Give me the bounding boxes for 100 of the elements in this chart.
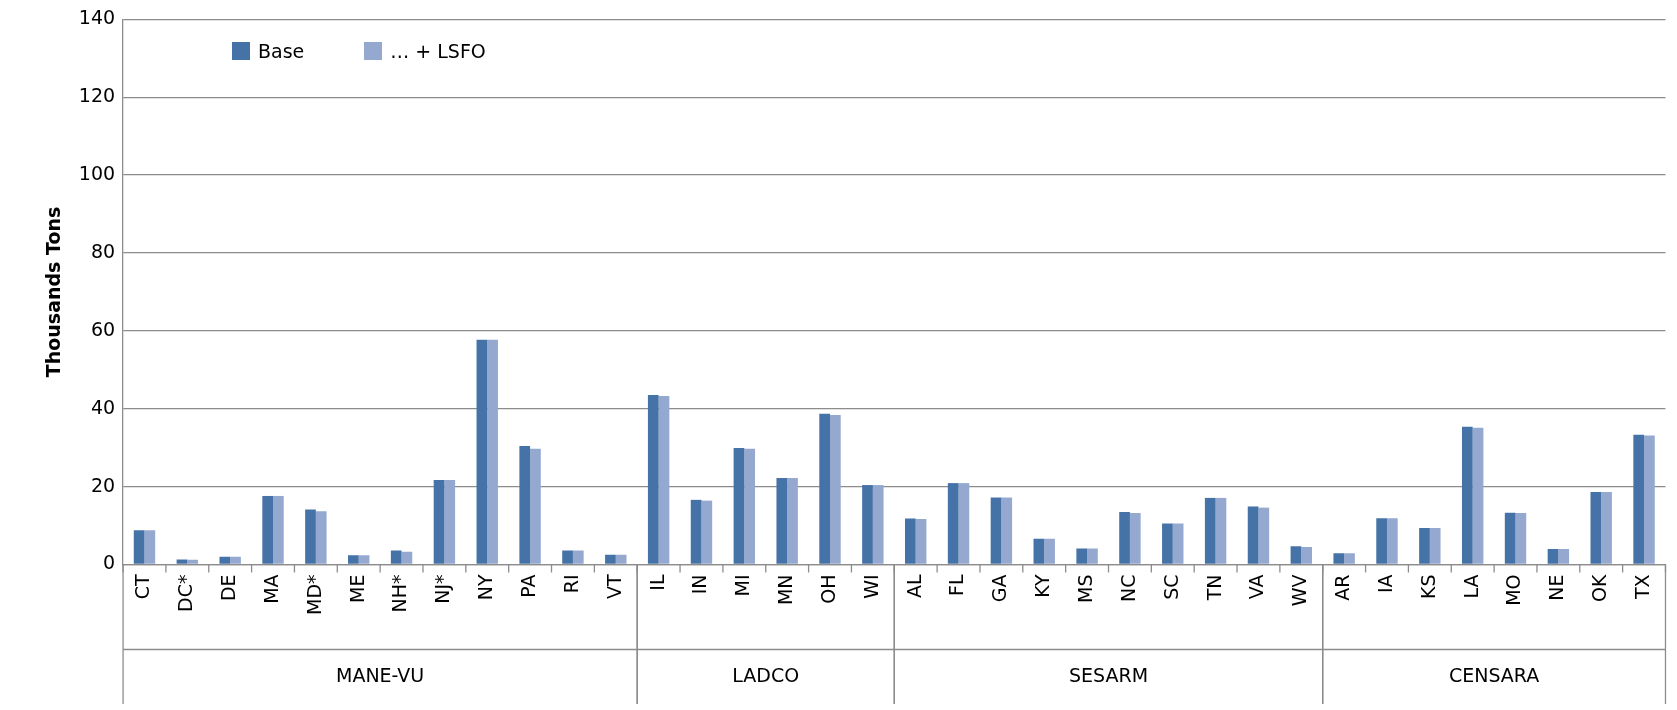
bar [1504, 512, 1516, 564]
bar [1119, 511, 1130, 564]
bar [1087, 548, 1098, 564]
bar [519, 446, 531, 564]
bar [1461, 426, 1473, 564]
bar [315, 511, 327, 564]
bar [433, 479, 445, 564]
x-tick-label: VT [602, 574, 625, 600]
x-tick-label: AR [1331, 574, 1354, 601]
bar [230, 556, 241, 564]
x-tick-label: MN [774, 574, 797, 606]
bar [1044, 538, 1055, 564]
x-tick-label: CT [131, 574, 154, 600]
y-tick-label: 140 [78, 6, 116, 29]
bar [390, 550, 402, 564]
bar [358, 555, 370, 564]
y-tick-label: 0 [102, 551, 116, 574]
bar [144, 530, 156, 564]
text: CENSARA [1448, 663, 1540, 686]
bar [733, 448, 745, 564]
bar [701, 500, 713, 564]
bar [872, 485, 884, 564]
bar [305, 509, 316, 564]
bar [1515, 513, 1527, 564]
x-tick-label: TN [1202, 574, 1225, 602]
x-tick-label: DC* [174, 574, 197, 612]
y-tick-label: 20 [90, 473, 116, 496]
bar [862, 485, 873, 564]
bar [1247, 506, 1259, 564]
bar [1590, 492, 1602, 564]
bar [787, 478, 798, 564]
bar [348, 555, 359, 564]
bar [605, 554, 616, 564]
bar [1290, 546, 1302, 564]
x-tick-label: KY [1031, 574, 1054, 598]
bar [615, 554, 627, 564]
x-tick-label: WV [1288, 574, 1311, 607]
bar [401, 551, 413, 564]
text: LADCO [732, 663, 800, 686]
bar [1419, 527, 1430, 564]
legend-label: Base [258, 40, 305, 62]
x-tick-label: MI [731, 574, 754, 597]
x-tick-label: VA [1245, 574, 1268, 600]
x-tick-label: NE [1545, 574, 1568, 601]
x-tick-label: NH* [388, 574, 411, 613]
bar [958, 483, 970, 564]
bar [830, 414, 841, 564]
bar [1386, 518, 1398, 564]
bar [1129, 513, 1141, 564]
bar [1172, 523, 1184, 564]
x-tick-label: NJ* [431, 574, 454, 604]
bar [1258, 507, 1270, 564]
bar [819, 413, 831, 564]
bar [444, 479, 456, 564]
bar [262, 495, 274, 564]
y-tick-label: 60 [90, 317, 116, 340]
bar [476, 339, 488, 564]
x-tick-label: KS [1416, 574, 1439, 600]
bar [1215, 497, 1227, 564]
x-tick-label: SC [1159, 574, 1182, 600]
bar [1344, 553, 1355, 564]
bar [133, 530, 145, 564]
bar [1633, 434, 1645, 564]
bar [1644, 435, 1655, 564]
bar [1076, 548, 1088, 564]
bar [1558, 548, 1570, 564]
x-tick-label: IA [1373, 574, 1396, 594]
bar [690, 499, 702, 564]
x-tick-label: MA [259, 574, 282, 604]
bar [1001, 497, 1013, 564]
x-tick-label: GA [988, 574, 1011, 603]
x-tick-label: IN [688, 574, 711, 595]
y-tick-label: 120 [78, 84, 116, 107]
x-tick-label: FL [945, 574, 968, 596]
text: MANE-VU [336, 663, 425, 686]
bar [947, 483, 959, 564]
bar [1472, 427, 1484, 564]
bar [487, 339, 498, 564]
x-tick-label: ME [345, 574, 368, 603]
bar [915, 518, 927, 564]
x-tick-label: MS [1074, 574, 1097, 603]
x-tick-label: RI [559, 574, 582, 594]
x-tick-label: PA [517, 574, 540, 598]
bar [1547, 548, 1559, 564]
bar [1376, 518, 1387, 564]
bar [1601, 492, 1612, 564]
bar [904, 518, 916, 564]
y-tick-label: 40 [90, 395, 116, 418]
bar [744, 448, 756, 564]
x-tick-label: AL [902, 574, 925, 599]
bar [176, 559, 188, 564]
x-tick-label: MO [1502, 574, 1525, 606]
bar [1333, 553, 1345, 564]
bar [647, 395, 659, 564]
bar [658, 395, 670, 564]
y-tick-label: 80 [90, 239, 116, 262]
bar [1162, 523, 1173, 564]
bar [273, 495, 284, 564]
x-tick-label: OH [816, 574, 839, 604]
y-tick-label: 100 [78, 162, 116, 185]
